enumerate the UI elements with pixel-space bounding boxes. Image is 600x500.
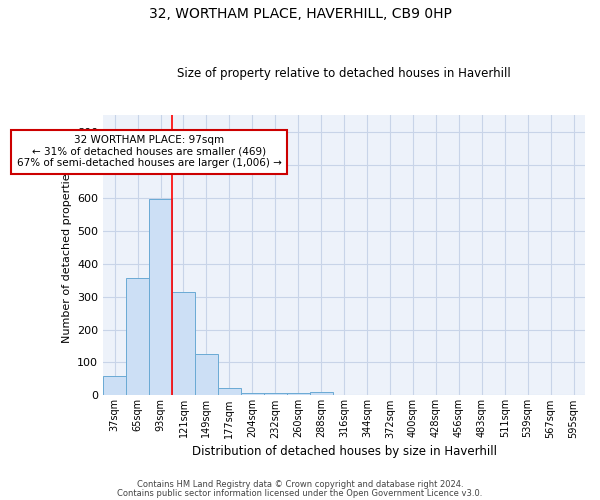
Text: Contains HM Land Registry data © Crown copyright and database right 2024.: Contains HM Land Registry data © Crown c… [137,480,463,489]
Bar [103,376,126,396]
Bar [195,354,218,396]
Text: 32, WORTHAM PLACE, HAVERHILL, CB9 0HP: 32, WORTHAM PLACE, HAVERHILL, CB9 0HP [149,8,451,22]
Text: 32 WORTHAM PLACE: 97sqm
← 31% of detached houses are smaller (469)
67% of semi-d: 32 WORTHAM PLACE: 97sqm ← 31% of detache… [17,135,281,168]
Y-axis label: Number of detached properties: Number of detached properties [62,168,71,343]
Bar [310,392,332,396]
Bar [149,200,172,396]
Bar [264,393,287,396]
X-axis label: Distribution of detached houses by size in Haverhill: Distribution of detached houses by size … [191,444,497,458]
Text: Contains public sector information licensed under the Open Government Licence v3: Contains public sector information licen… [118,489,482,498]
Bar [172,292,195,396]
Title: Size of property relative to detached houses in Haverhill: Size of property relative to detached ho… [177,66,511,80]
Bar [218,388,241,396]
Bar [287,393,310,396]
Bar [241,393,264,396]
Bar [126,278,149,396]
